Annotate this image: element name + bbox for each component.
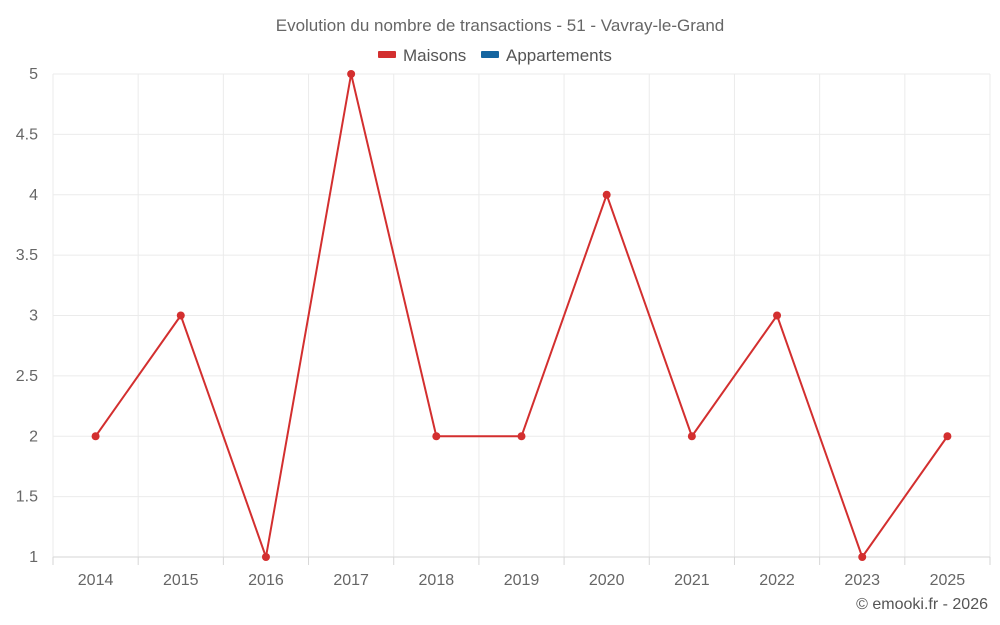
x-tick-label: 2021: [674, 572, 710, 589]
series-maisons: [91, 70, 952, 561]
y-tick-label: 2.5: [16, 368, 38, 385]
legend-swatch-appartements: [481, 51, 499, 58]
legend-item-maisons[interactable]: Maisons: [378, 46, 466, 65]
x-tick-label: 2025: [930, 572, 966, 589]
legend-label-maisons[interactable]: Maisons: [403, 46, 466, 65]
data-point-maisons[interactable]: [858, 553, 867, 561]
y-tick-label: 4: [29, 187, 38, 204]
y-tick-label: 1.5: [16, 489, 38, 506]
data-point-maisons[interactable]: [943, 432, 952, 441]
data-point-maisons[interactable]: [602, 190, 611, 199]
legend-label-appartements[interactable]: Appartements: [506, 46, 612, 65]
x-tick-label: 2023: [844, 572, 880, 589]
data-point-maisons[interactable]: [261, 553, 270, 561]
x-tick-label: 2017: [333, 572, 369, 589]
x-tick-label: 2018: [419, 572, 455, 589]
data-point-maisons[interactable]: [91, 432, 100, 441]
x-axis: 2014 2015 2016 2017 2018 2019 2020 2021 2022 2023…: [52, 556, 991, 589]
y-tick-label: 2: [29, 428, 38, 445]
y-axis: 1 1.5 2 2.5 3 3.5 4 4.5 5: [16, 66, 38, 566]
x-tick-label: 2016: [248, 572, 284, 589]
y-tick-label: 5: [29, 66, 38, 83]
data-point-maisons[interactable]: [176, 311, 185, 320]
legend[interactable]: Maisons Appartements: [378, 46, 612, 65]
data-point-maisons[interactable]: [687, 432, 696, 441]
chart-title: Evolution du nombre de transactions - 51…: [276, 16, 725, 35]
y-tick-label: 1: [29, 549, 38, 566]
x-tick-label: 2022: [759, 572, 795, 589]
gridlines: [52, 73, 991, 557]
data-point-maisons[interactable]: [432, 432, 441, 441]
y-tick-label: 4.5: [16, 126, 38, 143]
legend-swatch-maisons: [378, 51, 396, 58]
legend-item-appartements[interactable]: Appartements: [481, 46, 612, 65]
x-tick-label: 2019: [504, 572, 540, 589]
x-tick-label: 2014: [78, 572, 114, 589]
x-tick-label: 2020: [589, 572, 625, 589]
y-tick-label: 3.5: [16, 247, 38, 264]
data-point-maisons[interactable]: [347, 70, 356, 78]
y-tick-label: 3: [29, 308, 38, 325]
credit-text: © emooki.fr - 2026: [856, 596, 988, 613]
x-tick-label: 2015: [163, 572, 199, 589]
data-point-maisons[interactable]: [773, 311, 782, 320]
data-point-maisons[interactable]: [517, 432, 526, 441]
